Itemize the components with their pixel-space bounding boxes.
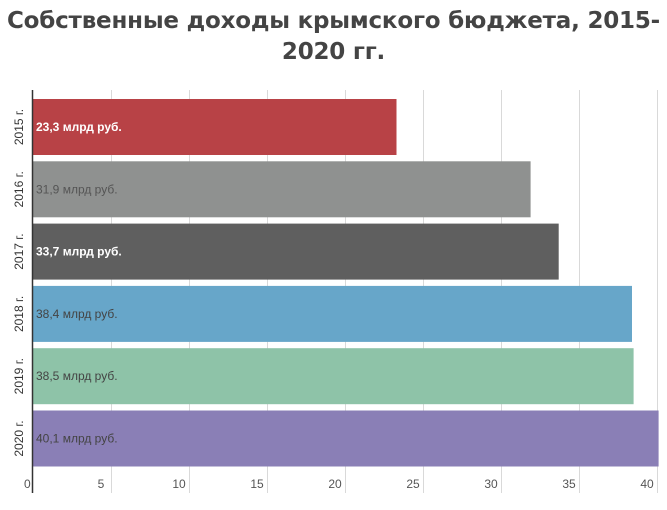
x-tick-label-40: 40 <box>640 477 654 491</box>
x-tick-label-30: 30 <box>484 477 498 491</box>
x-tick-label-15: 15 <box>250 477 264 491</box>
category-label-3: 2017 г. <box>12 233 26 269</box>
x-tick-label-5: 5 <box>98 477 105 491</box>
x-tick-label-25: 25 <box>406 477 420 491</box>
bar-3 <box>33 223 559 280</box>
chart-title: Собственные доходы крымского бюджета, 20… <box>0 6 667 68</box>
data-label-6: 40,1 млрд руб. <box>36 432 118 446</box>
category-label-1: 2015 г. <box>12 109 26 145</box>
bar-6 <box>33 410 659 467</box>
bar-1 <box>33 99 397 155</box>
category-labels: 2015 г. 2016 г. 2017 г. 2018 г. 2019 г. 2020 … <box>12 109 26 457</box>
chart-title-line-1: Собственные доходы крымского бюджета, 20… <box>6 8 661 34</box>
data-label-2: 31,9 млрд руб. <box>36 182 118 196</box>
category-label-2: 2016 г. <box>12 171 26 207</box>
x-tick-labels: 0 5 10 15 20 25 30 35 40 <box>24 477 654 491</box>
data-label-5: 38,5 млрд руб. <box>36 369 118 383</box>
chart-title-line-2: 2020 гг. <box>281 39 386 65</box>
bar-2 <box>33 161 531 218</box>
bars: 23,3 млрд руб. 31,9 млрд руб. 33,7 млрд ру… <box>33 99 659 467</box>
data-label-1: 23,3 млрд руб. <box>36 120 122 134</box>
x-tick-label-35: 35 <box>562 477 576 491</box>
bar-4 <box>33 285 632 342</box>
x-tick-label-20: 20 <box>328 477 342 491</box>
category-label-4: 2018 г. <box>12 296 26 332</box>
category-label-5: 2019 г. <box>12 358 26 394</box>
category-label-6: 2020 г. <box>12 420 26 456</box>
x-tick-label-10: 10 <box>172 477 186 491</box>
data-label-3: 33,7 млрд руб. <box>36 245 122 259</box>
bar-5 <box>33 348 634 405</box>
x-tick-label-0: 0 <box>24 477 31 491</box>
data-label-4: 38,4 млрд руб. <box>36 307 118 321</box>
